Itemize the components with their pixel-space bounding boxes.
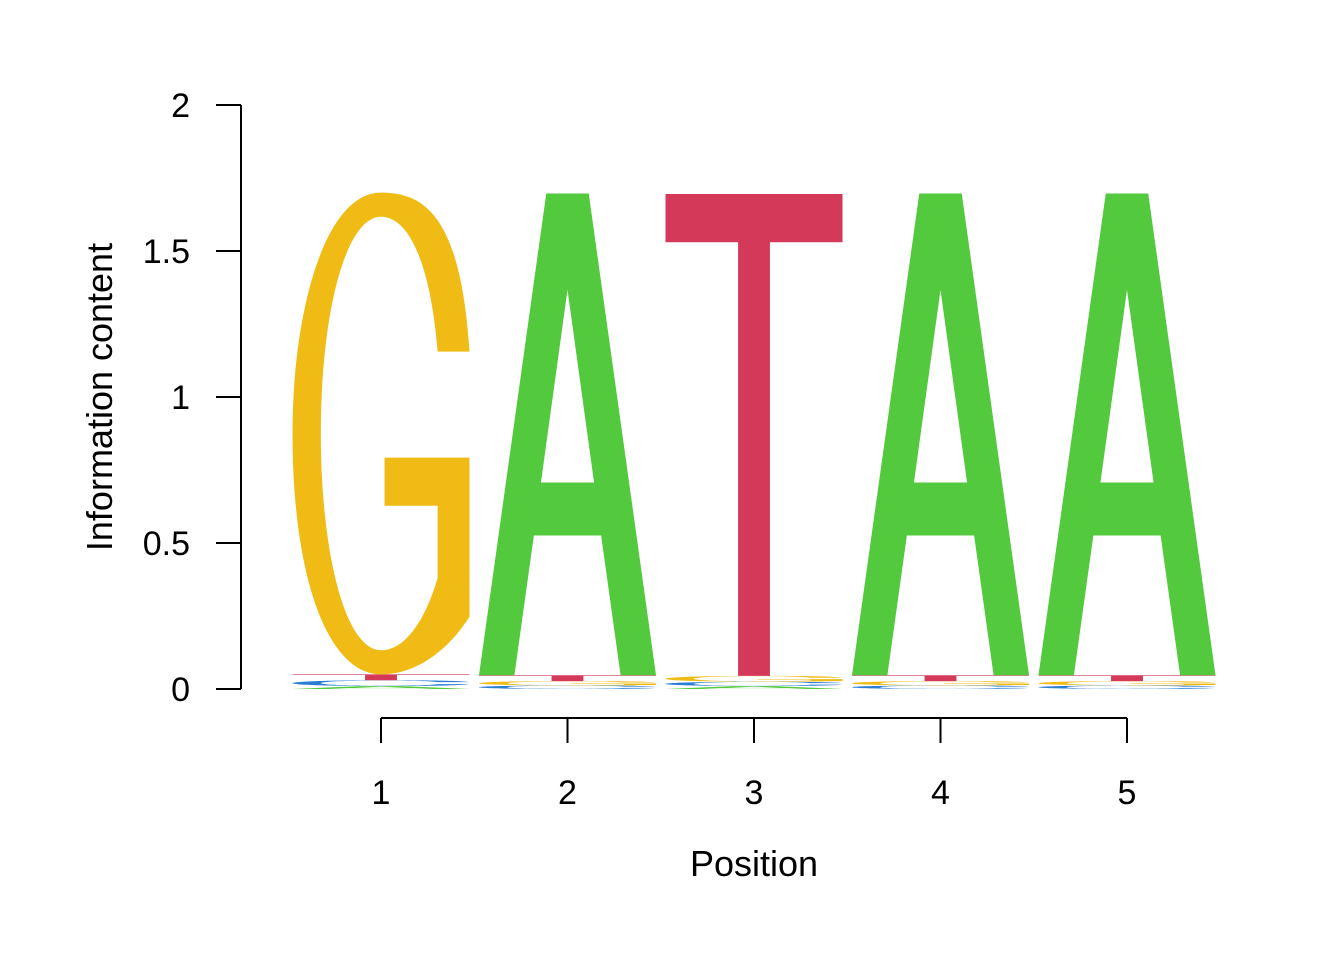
letter-G <box>852 681 1029 686</box>
letter-T <box>1038 675 1216 682</box>
letter-C <box>292 680 470 687</box>
y-tick-label: 2 <box>171 87 190 125</box>
letter-A <box>292 686 470 689</box>
letter-A <box>852 193 1029 676</box>
letter-G <box>1038 681 1216 686</box>
x-axis-title: Position <box>690 843 818 884</box>
logo-column-4 <box>852 193 1029 689</box>
y-axis: 0 0.5 1 1.5 2 <box>143 87 242 709</box>
letter-T <box>292 674 470 681</box>
x-tick-label: 4 <box>931 774 950 812</box>
letter-C <box>852 685 1029 689</box>
letter-T <box>852 675 1029 682</box>
letter-A <box>479 193 656 676</box>
logo-column-1 <box>292 192 470 689</box>
logo-column-2 <box>479 193 656 689</box>
x-tick-label: 1 <box>372 774 391 812</box>
letter-T <box>665 194 843 676</box>
x-tick-label: 2 <box>558 774 577 812</box>
y-tick-label: 0.5 <box>143 525 190 563</box>
letter-A <box>1038 193 1216 676</box>
letter-C <box>479 685 656 689</box>
letter-T <box>479 675 656 682</box>
letter-G <box>665 675 843 682</box>
letter-C <box>665 681 843 687</box>
y-axis-title: Information content <box>79 243 120 551</box>
logo-column-5 <box>1038 193 1216 689</box>
y-tick-label: 1.5 <box>143 233 190 271</box>
y-tick-label: 1 <box>171 379 190 417</box>
x-tick-label: 3 <box>745 774 764 812</box>
x-tick-label: 5 <box>1118 774 1137 812</box>
logo-columns <box>292 192 1216 689</box>
logo-column-3 <box>665 194 843 689</box>
letter-G <box>479 681 656 686</box>
letter-A <box>665 686 843 689</box>
letter-C <box>1038 685 1216 689</box>
x-axis: 1 2 3 4 5 <box>372 717 1137 812</box>
y-tick-label: 0 <box>171 671 190 709</box>
letter-G <box>292 192 470 675</box>
